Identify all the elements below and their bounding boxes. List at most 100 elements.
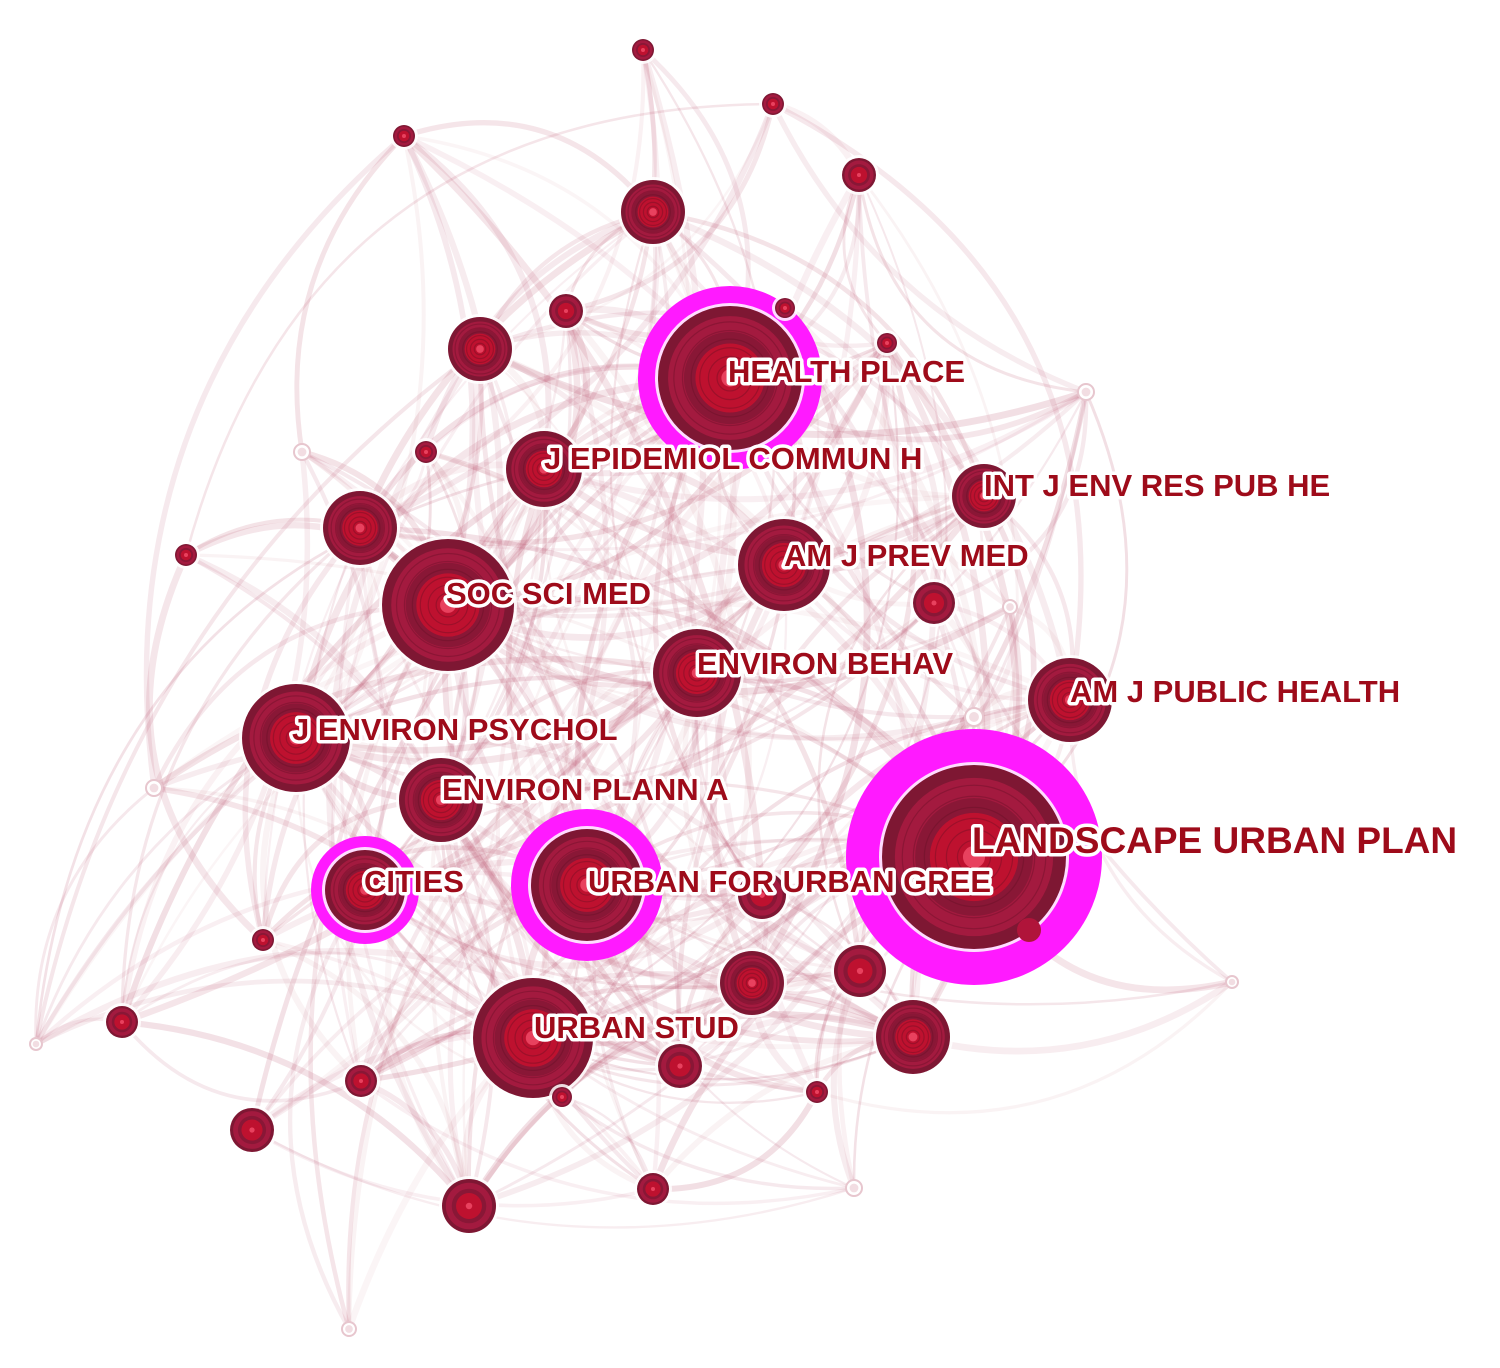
edge-153 bbox=[292, 669, 701, 766]
edge-273 bbox=[302, 526, 363, 1083]
edge-256 bbox=[609, 210, 764, 897]
node-tiny-h bbox=[29, 1037, 43, 1051]
node-f bbox=[831, 942, 889, 1000]
edge-351 bbox=[770, 101, 1089, 395]
edge-91 bbox=[363, 467, 546, 892]
edge-158 bbox=[293, 735, 765, 927]
edge-355 bbox=[815, 980, 1234, 1115]
node-am-j-public-health bbox=[1025, 655, 1115, 745]
edge-186 bbox=[477, 346, 700, 676]
edge-290 bbox=[650, 1034, 916, 1192]
edge-339 bbox=[120, 1020, 363, 1103]
node-tiny-b bbox=[293, 443, 311, 461]
edge-362 bbox=[34, 786, 156, 1046]
node-x bbox=[772, 295, 798, 321]
edge-248 bbox=[676, 493, 987, 1069]
node-tiny-c bbox=[964, 707, 984, 727]
edge-114 bbox=[442, 602, 683, 1069]
edge-219 bbox=[505, 466, 683, 1069]
edge-269 bbox=[34, 347, 482, 1046]
node-w bbox=[803, 1078, 831, 1106]
edge-354 bbox=[146, 551, 267, 944]
edge-302 bbox=[748, 304, 871, 987]
node-tiny-d bbox=[1002, 599, 1018, 615]
edge-331 bbox=[563, 101, 776, 314]
node-tiny-a bbox=[1077, 383, 1095, 401]
edge-303 bbox=[466, 968, 863, 1209]
edge-360 bbox=[560, 1095, 856, 1191]
node-environ-plann-a bbox=[396, 755, 486, 845]
edge-193 bbox=[358, 670, 700, 1084]
edge-200 bbox=[438, 797, 916, 1045]
edge-202 bbox=[438, 797, 863, 990]
edge-55 bbox=[560, 376, 732, 1191]
node-urban-for-urban-gree bbox=[511, 809, 663, 961]
edge-195 bbox=[424, 450, 699, 675]
node-label-urban-for-urban-gree: URBAN FOR URBAN GREE bbox=[588, 864, 991, 899]
edge-99 bbox=[363, 450, 481, 892]
edge-266 bbox=[478, 102, 775, 351]
edge-328 bbox=[250, 1128, 856, 1229]
edge-311 bbox=[248, 1029, 684, 1134]
node-c bbox=[320, 488, 400, 568]
edge-204 bbox=[438, 797, 683, 1069]
edge-296 bbox=[909, 978, 1236, 1055]
node-r bbox=[759, 90, 787, 118]
node-int-j-env-res-pub-he bbox=[949, 461, 1019, 531]
node-cities bbox=[311, 836, 419, 944]
edge-218 bbox=[542, 467, 764, 897]
edge-131 bbox=[531, 671, 709, 1040]
edge-347 bbox=[650, 1089, 820, 1193]
node-environ-behav bbox=[650, 626, 744, 720]
edge-101 bbox=[287, 887, 368, 1332]
edge-326 bbox=[250, 48, 693, 1132]
node-a bbox=[618, 177, 688, 247]
node-label-j-environ-psychol: J ENVIRON PSYCHOL bbox=[292, 712, 618, 747]
node-label-am-j-prev-med: AM J PREV MED bbox=[784, 538, 1029, 573]
node-b bbox=[445, 314, 515, 384]
node-h bbox=[655, 1041, 705, 1091]
edge-96 bbox=[363, 888, 754, 990]
node-k bbox=[910, 579, 958, 627]
edge-38 bbox=[292, 374, 734, 742]
edge-353 bbox=[143, 133, 407, 791]
edge-198 bbox=[346, 670, 700, 1332]
edge-247 bbox=[817, 494, 986, 973]
edge-361 bbox=[971, 604, 1017, 720]
node-d bbox=[873, 997, 953, 1077]
node-health-place bbox=[638, 286, 822, 470]
edge-274 bbox=[357, 47, 646, 531]
edge-37 bbox=[495, 375, 733, 1041]
edge-315 bbox=[300, 450, 683, 1068]
node-label-am-j-public-health: AM J PUBLIC HEALTH bbox=[1070, 674, 1400, 709]
edge-123 bbox=[444, 339, 891, 610]
edge-310 bbox=[759, 340, 919, 898]
edge-89 bbox=[362, 670, 700, 893]
label-layer: HEALTH PLACE J EPIDEMIOL COMMUN H INT J … bbox=[289, 351, 1461, 1049]
node-o bbox=[342, 1062, 380, 1100]
node-label-landscape-urban-plan: LANDSCAPE URBAN PLAN bbox=[972, 820, 1457, 861]
node-u bbox=[172, 541, 200, 569]
node-i bbox=[439, 1176, 499, 1236]
edge-93 bbox=[361, 492, 988, 894]
edge-209 bbox=[400, 132, 504, 804]
node-j-environ-psychol bbox=[239, 681, 353, 795]
node-tiny-e bbox=[145, 779, 163, 797]
edge-49 bbox=[249, 375, 733, 1133]
node-e bbox=[717, 948, 787, 1018]
edge-182 bbox=[33, 562, 787, 1047]
edge-109 bbox=[445, 493, 987, 619]
edge-48 bbox=[462, 376, 732, 1208]
edge-149 bbox=[531, 605, 1012, 1040]
node-l bbox=[546, 291, 586, 331]
node-label-cities: CITIES bbox=[364, 864, 464, 899]
edge-208 bbox=[438, 47, 661, 803]
edge-358 bbox=[881, 340, 1013, 610]
edge-245 bbox=[650, 209, 987, 499]
edge-336 bbox=[842, 173, 889, 345]
node-y bbox=[874, 330, 900, 356]
node-q bbox=[629, 36, 657, 64]
edge-199 bbox=[438, 466, 548, 803]
edge-95 bbox=[363, 888, 915, 1087]
